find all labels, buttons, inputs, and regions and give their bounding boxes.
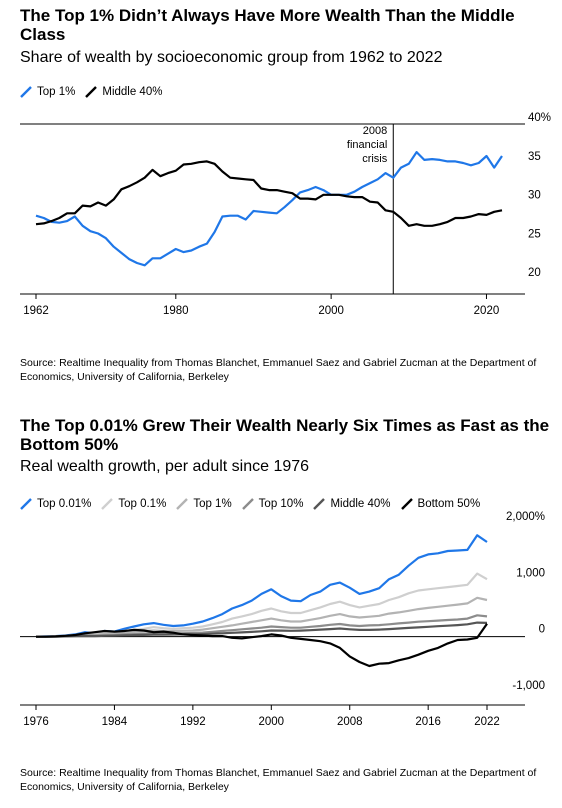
- legend-label-top10: Top 10%: [258, 498, 304, 510]
- legend-swatch-bottom50: [400, 498, 413, 510]
- legend-item-top1-b: Top 1%: [176, 498, 232, 510]
- chart2-xtick-label-2008: 2008: [337, 716, 363, 728]
- legend-item-top001: Top 0.01%: [20, 498, 91, 510]
- legend-swatch-top10: [241, 498, 254, 510]
- legend-swatch-middle40-b: [313, 498, 326, 510]
- chart1-ytick-label-25: 25: [528, 228, 541, 240]
- chart2-xtick-label-1984: 1984: [102, 716, 128, 728]
- crisis-annotation-line-3: crisis: [362, 153, 388, 165]
- chart2-plot: 2,000% 1,000 0 -1,000 1976 1984 1992 2000 2008 2…: [20, 511, 545, 728]
- legend-item-top1: Top 1%: [20, 86, 75, 98]
- chart1-xtick-label-2000: 2000: [318, 305, 344, 317]
- chart2-series-top-01pct: [35, 572, 488, 638]
- chart1-ytick-label-30: 30: [528, 190, 541, 202]
- chart1-xtick-label-1980: 1980: [163, 305, 189, 317]
- legend-swatch-middle40: [85, 86, 98, 98]
- chart2-series-bottom-50pct: [36, 623, 488, 668]
- legend-item-middle40-b: Middle 40%: [313, 498, 391, 510]
- legend-label-bottom50: Bottom 50%: [417, 498, 481, 510]
- legend-item-bottom50: Bottom 50%: [400, 498, 481, 510]
- chart1-ytick-label-20: 20: [528, 267, 541, 279]
- chart1-legend: Top 1% Middle 40%: [20, 86, 172, 98]
- chart1-xtick-label-1962: 1962: [23, 305, 49, 317]
- chart1-source: Source: Realtime Inequality from Thomas …: [20, 357, 537, 383]
- chart2-series-middle-40pct: [36, 621, 488, 638]
- chart1-series-middle-40pct: [35, 160, 503, 227]
- crisis-annotation-line-1: 2008: [363, 125, 387, 137]
- legend-swatch-top1-b: [176, 498, 189, 510]
- chart2-series-top-1pct: [35, 596, 488, 638]
- chart2-ytick-label-2000: 2,000%: [506, 511, 545, 523]
- legend-item-top01: Top 0.1%: [101, 498, 166, 510]
- chart2-xtick-label-1976: 1976: [23, 716, 49, 728]
- chart2-ytick-label--1000: -1,000: [512, 680, 545, 692]
- legend-label-top001: Top 0.01%: [37, 498, 92, 510]
- legend-swatch-top01: [101, 498, 114, 510]
- chart1-ytick-label-35: 35: [528, 151, 541, 163]
- chart1-ytick-label-40: 40%: [528, 112, 551, 124]
- legend-label-top01: Top 0.1%: [118, 498, 167, 510]
- legend-label-top1: Top 1%: [37, 86, 76, 98]
- chart2-ytick-label-0: 0: [539, 624, 545, 636]
- legend-swatch-top001: [20, 498, 32, 510]
- chart2-source: Source: Realtime Inequality from Thomas …: [20, 767, 537, 793]
- legend-label-top1-b: Top 1%: [193, 498, 232, 510]
- legend-item-middle40: Middle 40%: [85, 86, 162, 98]
- chart2-ytick-label-1000: 1,000: [516, 567, 545, 579]
- chart2-xtick-label-2022: 2022: [474, 716, 500, 728]
- chart2-legend: Top 0.01% Top 0.1% Top 1% Top 10% Middle…: [20, 498, 490, 510]
- chart1-series-top-1pct: [35, 151, 503, 267]
- legend-swatch-top1: [20, 86, 32, 98]
- chart2-xtick-label-2016: 2016: [415, 716, 441, 728]
- chart1-title: The Top 1% Didn’t Always Have More Wealt…: [20, 6, 515, 44]
- chart2-title: The Top 0.01% Grew Their Wealth Nearly S…: [20, 416, 550, 454]
- legend-label-middle40-b: Middle 40%: [330, 498, 391, 510]
- chart2-xtick-label-2000: 2000: [259, 716, 285, 728]
- chart1-subtitle: Share of wealth by socioeconomic group f…: [20, 49, 443, 66]
- chart1-xtick-label-2020: 2020: [474, 305, 500, 317]
- legend-item-top10: Top 10%: [241, 498, 304, 510]
- chart1-plot: 2008 financial crisis 40% 35 30 25 20 1962 19…: [20, 112, 551, 317]
- legend-label-middle40: Middle 40%: [102, 86, 163, 98]
- chart2-subtitle: Real wealth growth, per adult since 1976: [20, 458, 310, 475]
- crisis-annotation-line-2: financial: [347, 139, 387, 151]
- chart2-xtick-label-1992: 1992: [180, 716, 206, 728]
